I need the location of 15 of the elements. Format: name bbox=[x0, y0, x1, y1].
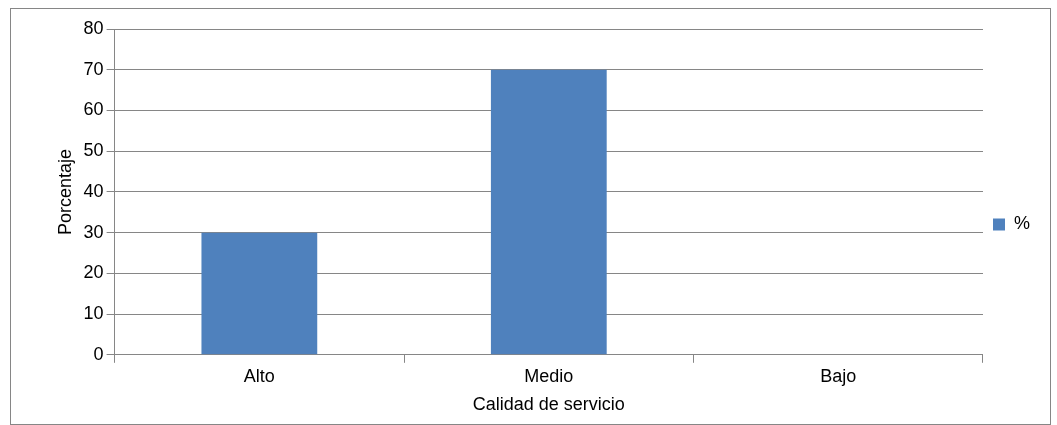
y-tick-label: 70 bbox=[83, 58, 104, 79]
y-tick-label: 40 bbox=[83, 180, 104, 201]
x-tick-label: Medio bbox=[524, 365, 574, 386]
y-axis-title: Porcentaje bbox=[54, 148, 75, 235]
x-tick-label: Alto bbox=[243, 365, 275, 386]
y-tick-label: 20 bbox=[83, 262, 104, 283]
x-tick-label: Bajo bbox=[820, 365, 857, 386]
legend-label: % bbox=[1014, 213, 1031, 234]
y-tick-label: 80 bbox=[83, 17, 104, 38]
x-axis-title: Calidad de servicio bbox=[472, 394, 625, 415]
y-tick-label: 10 bbox=[83, 303, 104, 324]
y-tick-label: 50 bbox=[83, 140, 104, 161]
y-tick-label: 60 bbox=[83, 99, 104, 120]
y-tick-label: 30 bbox=[83, 221, 104, 242]
y-tick-label: 0 bbox=[93, 343, 104, 364]
